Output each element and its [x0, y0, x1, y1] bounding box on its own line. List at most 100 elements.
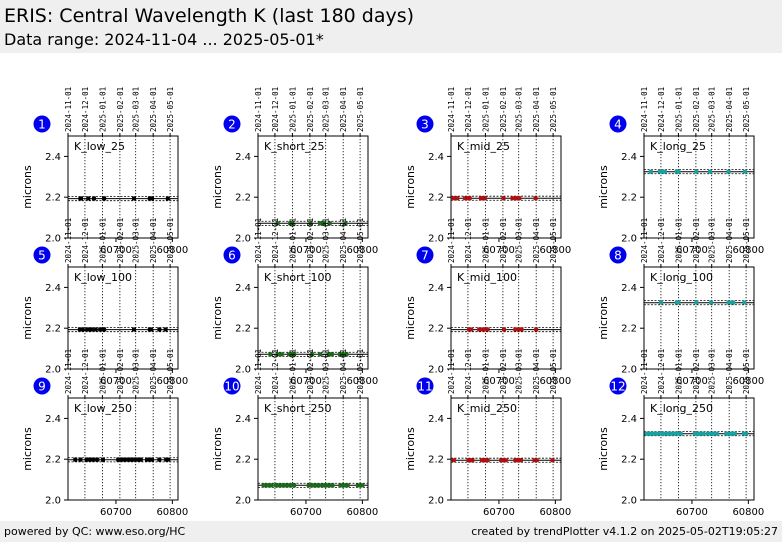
data-point	[678, 431, 683, 436]
data-point	[741, 431, 746, 436]
data-point	[310, 352, 315, 357]
date-tick-label: 2025-04-01	[149, 349, 158, 394]
y-tick-label: 2.2	[621, 193, 637, 204]
x-tick-label: 60800	[156, 507, 188, 518]
data-point	[658, 431, 663, 436]
panel-label: K_short_100	[264, 271, 331, 284]
x-tick-label: 60800	[732, 245, 764, 256]
plot-frame	[67, 135, 179, 239]
data-point	[279, 352, 284, 357]
data-point	[712, 431, 717, 436]
data-point	[726, 169, 731, 174]
plot-frame	[450, 397, 562, 501]
date-tick-label: 2025-02-01	[692, 349, 701, 394]
date-tick-label: 2024-11-01	[254, 87, 263, 132]
data-point	[482, 196, 487, 201]
data-point	[534, 458, 539, 463]
panel-7: 2.0 2.2 2.4 60700 60800 2024-11-01 2024-12-01 2…	[404, 218, 571, 387]
data-point	[676, 300, 681, 305]
data-point	[345, 483, 350, 488]
data-point	[477, 327, 482, 332]
data-point	[502, 327, 507, 332]
date-tick-label: 2025-04-01	[725, 218, 734, 263]
panel-label: K_mid_250	[457, 402, 517, 415]
data-point	[669, 431, 674, 436]
data-point	[674, 431, 679, 436]
date-tick-label: 2025-02-01	[306, 218, 315, 263]
data-range-subtitle: Data range: 2024-11-04 ... 2025-05-01*	[4, 30, 324, 49]
y-tick-label: 2.4	[45, 283, 61, 294]
data-point	[728, 431, 733, 436]
date-tick-label: 2025-03-01	[132, 218, 141, 263]
data-point	[731, 300, 736, 305]
data-point	[318, 352, 323, 357]
panel-number-badge	[33, 115, 51, 133]
y-axis-label: microns	[404, 296, 417, 340]
data-point	[470, 458, 475, 463]
data-point	[648, 169, 653, 174]
data-point	[468, 458, 473, 463]
date-tick-label: 2025-04-01	[532, 218, 541, 263]
date-tick-label: 2025-04-01	[339, 87, 348, 132]
data-point	[86, 196, 91, 201]
date-tick-label: 2024-11-01	[447, 87, 456, 132]
data-point	[455, 196, 460, 201]
x-tick-label: 60800	[156, 245, 188, 256]
x-tick-label: 60700	[100, 376, 132, 387]
date-tick-label: 2025-05-01	[166, 349, 175, 394]
date-tick-label: 2025-01-01	[98, 87, 107, 132]
data-point	[116, 457, 121, 462]
panel-number: 5	[38, 249, 46, 263]
panel-9: 2.0 2.2 2.4 60700 60800 2024-11-01 2024-12-01 2…	[21, 349, 188, 518]
x-tick-label: 60700	[483, 376, 515, 387]
data-point	[744, 431, 749, 436]
data-point	[501, 458, 506, 463]
panel-2: 2.0 2.2 2.4 60700 60800 2024-11-01 2024-12-01 2…	[211, 87, 378, 256]
data-point	[344, 352, 349, 357]
x-tick-label: 60800	[539, 245, 571, 256]
panel-number: 9	[38, 380, 46, 394]
data-point	[732, 431, 737, 436]
data-point	[282, 483, 287, 488]
data-point	[89, 327, 94, 332]
y-tick-label: 2.4	[621, 414, 637, 425]
date-tick-label: 2025-05-01	[356, 87, 365, 132]
data-point	[665, 431, 670, 436]
panel-label: K_short_25	[264, 140, 324, 153]
y-tick-label: 2.2	[235, 324, 251, 335]
date-tick-label: 2025-04-01	[725, 349, 734, 394]
date-tick-label: 2025-02-01	[499, 349, 508, 394]
date-tick-label: 2024-11-01	[64, 218, 73, 263]
data-point	[144, 457, 149, 462]
data-point	[667, 431, 672, 436]
plot-frame	[257, 397, 369, 501]
plot-frame	[257, 266, 369, 370]
data-point	[120, 457, 125, 462]
data-point	[648, 431, 653, 436]
data-point	[742, 169, 747, 174]
data-point	[280, 483, 285, 488]
panel-number-badge	[609, 246, 627, 264]
y-tick-label: 2.2	[235, 455, 251, 466]
y-axis-label: microns	[404, 427, 417, 471]
date-tick-label: 2024-11-01	[447, 218, 456, 263]
footer-powered-by: powered by QC: www.eso.org/HC	[4, 525, 186, 538]
date-tick-label: 2025-01-01	[481, 218, 490, 263]
data-point	[78, 457, 83, 462]
data-point	[132, 196, 136, 201]
date-tick-label: 2025-02-01	[116, 218, 125, 263]
y-axis-label: microns	[597, 165, 610, 209]
y-axis-label: microns	[21, 296, 34, 340]
data-point	[676, 431, 681, 436]
y-tick-label: 2.4	[621, 152, 637, 163]
data-point	[132, 327, 136, 332]
date-tick-label: 2025-01-01	[98, 218, 107, 263]
data-point	[147, 457, 152, 462]
data-point	[85, 327, 90, 332]
data-point	[501, 196, 506, 201]
x-tick-label: 60700	[676, 245, 708, 256]
panel-1: 2.0 2.2 2.4 60700 60800 2024-11-01 2024-12-01 2…	[21, 87, 188, 256]
date-tick-label: 2025-03-01	[515, 218, 524, 263]
panel-label: K_long_100	[650, 271, 713, 284]
date-tick-label: 2025-02-01	[499, 218, 508, 263]
